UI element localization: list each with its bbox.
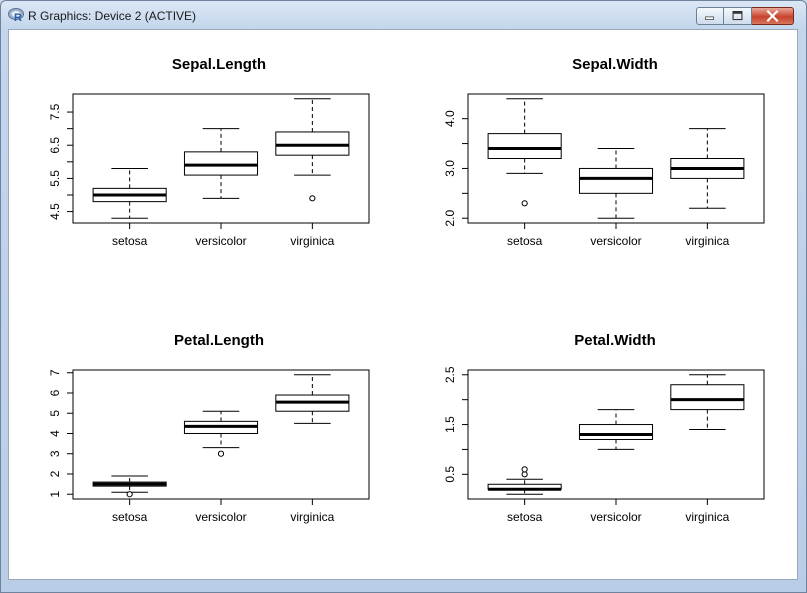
panel-marks: 0.5 1.5 2.5 setosa versicolor virginica	[443, 366, 745, 524]
y-tick-label: 6	[48, 389, 62, 396]
y-tick-label: 2	[48, 470, 62, 477]
panel-title: Sepal.Width	[572, 56, 658, 73]
x-tick-label: setosa	[112, 510, 148, 524]
y-tick-label: 4.0	[443, 110, 457, 127]
panel-title: Petal.Length	[174, 332, 264, 349]
panel-marks: 1 2 3 4 5 6 7 setosa versicolor virginica	[48, 369, 350, 524]
x-tick-label: virginica	[685, 510, 729, 524]
y-tick-label: 1	[48, 491, 62, 498]
minimize-button[interactable]	[696, 7, 724, 25]
close-button[interactable]	[752, 7, 794, 25]
outlier-point	[217, 450, 225, 457]
minimize-icon	[705, 16, 714, 20]
panel-sepal-width: Sepal.Width 2.0 3.0 4.0 setosa versicolor vir…	[443, 56, 765, 248]
y-tick-label: 2.0	[443, 210, 457, 227]
box-iqr	[578, 167, 654, 194]
x-tick-label: setosa	[507, 510, 543, 524]
x-tick-label: versicolor	[590, 234, 641, 248]
plot-area: Sepal.Length 4.5 5.5 6.5 7.5 setosa versicolo…	[8, 29, 798, 580]
title-bar[interactable]: R R Graphics: Device 2 (ACTIVE)	[1, 1, 806, 29]
box-iqr	[275, 131, 350, 156]
window-title: R Graphics: Device 2 (ACTIVE)	[28, 9, 197, 23]
panel-title: Sepal.Length	[172, 56, 266, 73]
x-tick-label: virginica	[685, 234, 729, 248]
y-tick-label: 5.5	[48, 170, 62, 187]
y-tick-label: 1.5	[443, 416, 457, 433]
x-tick-label: virginica	[290, 234, 334, 248]
outlier-point	[521, 200, 528, 207]
outlier-point	[126, 491, 133, 498]
panel-marks: 2.0 3.0 4.0 setosa versicolor virginica	[443, 98, 745, 248]
maximize-button[interactable]	[724, 7, 752, 25]
panel-title: Petal.Width	[574, 332, 656, 349]
panel-sepal-length: Sepal.Length 4.5 5.5 6.5 7.5 setosa versicolo…	[48, 56, 370, 248]
y-tick-label: 2.5	[443, 366, 457, 383]
panel-petal-length: Petal.Length 1 2 3 4 5 6 7 setosa versicolor virg…	[48, 332, 370, 524]
y-tick-label: 0.5	[443, 466, 457, 483]
r-logo-icon: R	[8, 8, 24, 22]
y-tick-label: 7	[48, 369, 62, 376]
y-tick-label: 6.5	[48, 137, 62, 154]
x-tick-label: setosa	[507, 234, 543, 248]
outlier-point	[521, 466, 528, 473]
outlier-point	[521, 471, 528, 478]
x-tick-label: versicolor	[195, 234, 246, 248]
x-tick-label: versicolor	[590, 510, 641, 524]
close-icon	[766, 10, 779, 22]
x-tick-label: versicolor	[195, 510, 246, 524]
x-tick-label: virginica	[290, 510, 334, 524]
box-iqr	[183, 151, 259, 176]
y-tick-label: 4	[48, 430, 62, 437]
y-tick-label: 5	[48, 410, 62, 417]
box-iqr	[578, 424, 654, 440]
y-tick-label: 3	[48, 450, 62, 457]
x-tick-label: setosa	[112, 234, 148, 248]
boxplot-canvas: Sepal.Length 4.5 5.5 6.5 7.5 setosa versicolo…	[48, 56, 765, 524]
outlier-point	[309, 195, 316, 202]
maximize-icon	[732, 11, 743, 21]
box-iqr	[487, 133, 562, 159]
svg-text:R: R	[14, 12, 22, 22]
y-tick-label: 7.5	[48, 103, 62, 120]
box-iqr	[670, 384, 745, 411]
panel-petal-width: Petal.Width 0.5 1.5 2.5 setosa versicolor vir…	[443, 332, 765, 524]
y-tick-label: 3.0	[443, 160, 457, 177]
panel-marks: 4.5 5.5 6.5 7.5 setosa versicolor virginica	[48, 98, 350, 248]
y-tick-label: 4.5	[48, 203, 62, 220]
